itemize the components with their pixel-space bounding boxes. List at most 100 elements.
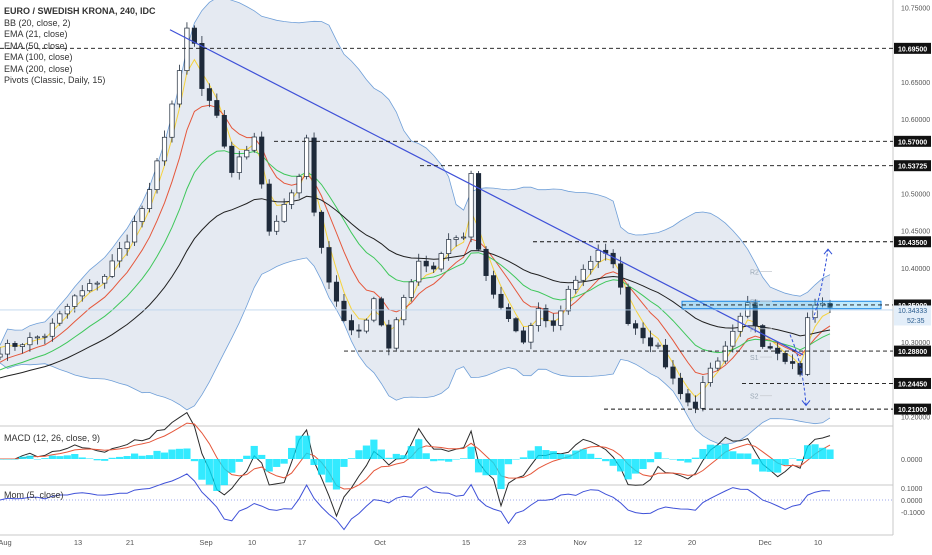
macd-histogram-bar <box>512 459 520 460</box>
macd-histogram-bar <box>474 459 483 473</box>
price-level-badge-label: 10.24450 <box>898 381 927 388</box>
bollinger-lower <box>0 257 831 445</box>
macd-histogram-bar <box>288 447 296 459</box>
bollinger-upper <box>0 0 831 346</box>
price-level-badge <box>894 42 931 54</box>
legend-pivots[interactable]: Pivots (Classic, Daily, 15) <box>4 75 106 85</box>
macd-histogram-bar <box>71 454 79 459</box>
candle-body <box>423 260 429 267</box>
macd-histogram-bar <box>213 459 221 491</box>
bar-countdown: 52:35 <box>907 318 925 325</box>
candle-body <box>34 336 40 339</box>
macd-histogram-bar <box>826 449 834 459</box>
candle-body <box>221 115 227 147</box>
macd-histogram-bar <box>235 459 243 462</box>
macd-histogram-bar <box>415 439 423 459</box>
ema200-line <box>0 195 831 379</box>
macd-histogram-bar <box>310 459 318 465</box>
candle-body <box>483 248 489 276</box>
candle-body <box>715 360 721 369</box>
macd-histogram-bar <box>228 459 236 473</box>
candle-body <box>490 275 497 295</box>
macd-histogram-bar <box>736 453 744 459</box>
candle-body <box>161 136 168 162</box>
ema100-line <box>0 150 831 371</box>
mom-label[interactable]: Mom (5, close) <box>4 490 64 500</box>
candle-body <box>94 282 100 285</box>
trend-line <box>169 29 804 356</box>
macd-histogram-bar <box>751 459 759 465</box>
legend-ema100[interactable]: EMA (100, close) <box>4 52 73 62</box>
macd-histogram-bar <box>116 456 124 459</box>
last-price-badge <box>894 305 931 326</box>
macd-histogram-bar <box>26 455 34 459</box>
time-tick-label: 23 <box>518 538 526 547</box>
macd-histogram-bar <box>706 444 714 459</box>
macd-histogram-bar <box>422 453 430 459</box>
candle-body <box>79 290 85 297</box>
macd-histogram-bar <box>811 444 819 459</box>
macd-histogram-bar <box>370 439 378 459</box>
macd-histogram-bar <box>639 459 647 470</box>
macd-histogram-bar <box>646 459 655 463</box>
macd-histogram-bar <box>766 459 774 472</box>
macd-histogram-bar <box>572 450 580 459</box>
legend-ema21[interactable]: EMA (21, close) <box>4 29 68 39</box>
legend-ema200[interactable]: EMA (200, close) <box>4 63 73 74</box>
legend-bb[interactable]: BB (20, close, 2) <box>4 17 71 28</box>
candle-body <box>304 137 310 177</box>
candle-body <box>760 325 766 347</box>
macd-histogram-bar <box>123 456 131 459</box>
macd-histogram-bar <box>699 449 707 459</box>
price-tick-label: 10.65000 <box>901 80 930 87</box>
price-level-badge <box>894 345 931 357</box>
macd-histogram-bar <box>489 459 498 476</box>
macd-histogram-bar <box>317 459 326 475</box>
candle-body <box>558 310 564 326</box>
macd-histogram-bar <box>302 435 311 459</box>
candle-body <box>386 324 392 349</box>
candle-body <box>214 100 220 116</box>
macd-histogram-bar <box>774 459 782 473</box>
macd-histogram-bar <box>220 459 228 486</box>
candle-body <box>640 327 646 339</box>
candle-body <box>745 302 751 317</box>
candle-body <box>476 173 482 250</box>
macd-histogram-bar <box>579 449 587 459</box>
time-tick-label: 20 <box>688 538 696 547</box>
price-level-badge <box>894 377 931 389</box>
candle-body <box>378 298 384 326</box>
macd-histogram-bar <box>56 456 64 459</box>
time-tick-label: 17 <box>298 538 306 547</box>
time-tick-label: Sep <box>199 538 212 547</box>
macd-histogram-bar <box>347 458 356 459</box>
down-projection-arrow <box>789 334 807 406</box>
macd-histogram-bar <box>280 459 288 464</box>
legend-ema50[interactable]: EMA (50, close) <box>4 40 68 51</box>
macd-histogram-bar <box>497 459 505 490</box>
price-level-badge-label: 10.43500 <box>898 240 927 247</box>
mom-tick-label: 0.1000 <box>901 486 923 493</box>
signal-line <box>0 422 831 490</box>
candle-body <box>588 260 594 270</box>
price-tick-label: 10.50000 <box>901 191 930 198</box>
candle-body <box>752 302 758 326</box>
candle-body <box>27 337 33 346</box>
macd-label[interactable]: MACD (12, 26, close, 9) <box>4 433 101 443</box>
candle-body <box>229 145 235 173</box>
macd-histogram-bar <box>108 457 116 459</box>
candle-body <box>139 208 145 222</box>
macd-histogram-bar <box>721 444 729 459</box>
macd-histogram-bar <box>729 451 737 459</box>
macd-histogram-bar <box>781 459 789 465</box>
candle-body <box>438 253 444 270</box>
macd-histogram-bar <box>609 459 617 466</box>
macd-histogram-bar <box>63 455 71 459</box>
candle-body <box>244 149 250 158</box>
candle-body <box>573 279 579 290</box>
candle-body <box>154 160 160 190</box>
candle-body <box>356 329 362 332</box>
candle-body <box>513 318 519 332</box>
macd-histogram-bar <box>437 459 445 461</box>
